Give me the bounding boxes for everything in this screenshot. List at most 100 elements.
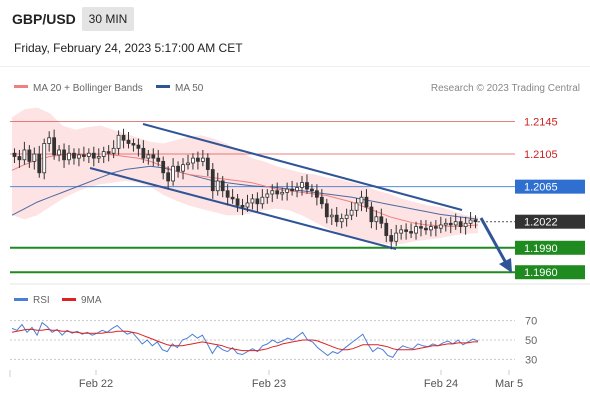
candle-body (468, 219, 473, 224)
candle-body (409, 231, 413, 234)
support-label: 1.1990 (524, 243, 558, 255)
forecast-arrow (479, 217, 512, 273)
channel-upper-line (142, 123, 463, 211)
candle-body (191, 157, 195, 164)
candle-body (275, 190, 280, 195)
main-legend: MA 20 + Bollinger Bands MA 50 Research ©… (14, 83, 580, 94)
candle-body (12, 152, 17, 157)
candle-body (364, 196, 369, 208)
candle-body (196, 157, 200, 162)
candle-body (151, 154, 156, 159)
candle-body (186, 162, 190, 166)
rsi-level-label: 70 (525, 316, 537, 328)
candle-body (141, 147, 146, 159)
candle-body (369, 206, 374, 223)
rsi-line (11, 321, 479, 359)
x-axis: Feb 22 Feb 23 Feb 24 Mar 5 (79, 370, 523, 390)
pivot-label: 1.2065 (524, 182, 558, 194)
candle-body (443, 222, 448, 226)
candle-body (72, 152, 76, 159)
candle-body (260, 196, 265, 205)
level-labels: 1.2145 1.2105 1.2065 1.2022 1.1990 1.1960 (515, 116, 585, 280)
rsi-level-label: 50 (525, 335, 537, 347)
symbol-title: GBP/USD (12, 11, 76, 27)
candlesticks (12, 128, 478, 250)
ma50-legend-label: MA 50 (175, 83, 204, 94)
candle-body (220, 180, 225, 192)
price-chart-svg: MA 20 + Bollinger Bands MA 50 Research ©… (9, 83, 590, 390)
ma50-line (11, 165, 479, 220)
current-price-label: 1.2022 (524, 217, 558, 229)
resistance-label: 1.2105 (524, 149, 558, 161)
candle-body (458, 221, 463, 227)
bollinger-band (12, 107, 478, 245)
candle-body (96, 156, 101, 159)
candle-body (62, 149, 66, 161)
candle-body (57, 149, 61, 156)
ma50-legend-swatch (156, 85, 170, 88)
x-axis-label: Mar 5 (495, 378, 523, 390)
candle-body (473, 219, 478, 223)
x-axis-label: Feb 22 (79, 378, 113, 390)
candle-body (379, 216, 384, 224)
candle-body (359, 196, 364, 204)
support-label-box (515, 265, 585, 280)
candle-body (354, 202, 359, 211)
candle-body (290, 188, 294, 192)
research-credit: Research © 2023 Trading Central (431, 83, 580, 94)
candle-body (438, 224, 443, 229)
candle-body (429, 226, 433, 231)
candle-body (334, 214, 339, 223)
candle-body (384, 222, 389, 236)
candle-body (225, 190, 230, 198)
timeframe-badge[interactable]: 30 MIN (82, 7, 134, 31)
candle-body (394, 232, 399, 242)
candle-body (324, 203, 329, 218)
candle-body (131, 143, 136, 146)
candle-body (344, 214, 349, 219)
current-price-label-box (515, 214, 585, 229)
rsi-ma-legend-swatch (62, 298, 76, 301)
candle-body (101, 151, 106, 157)
candle-body (404, 229, 409, 232)
candle-body (205, 157, 210, 170)
rsi-legend-label: RSI (33, 295, 50, 306)
candle-body (37, 153, 42, 174)
candle-body (349, 209, 354, 216)
candle-body (374, 216, 379, 223)
candle-body (329, 214, 334, 218)
rsi-ma-line (11, 328, 478, 352)
candle-body (166, 172, 171, 182)
ma20-legend-label: MA 20 + Bollinger Bands (33, 83, 143, 94)
forecast-arrow-shaft (479, 217, 508, 264)
x-axis-label: Feb 24 (424, 378, 458, 390)
candle-body (319, 196, 324, 205)
chart-datetime: Friday, February 24, 2023 5:17:00 AM CET (14, 41, 243, 55)
candle-body (86, 152, 91, 157)
candle-body (146, 154, 151, 159)
candle-body (171, 165, 176, 182)
candle-body (305, 182, 309, 190)
x-axis-label: Feb 23 (252, 378, 286, 390)
candle-body (414, 226, 418, 234)
candle-body (91, 152, 96, 159)
candle-body (300, 182, 304, 188)
candle-body (448, 222, 453, 226)
candle-body (424, 227, 428, 231)
candle-body (295, 187, 299, 192)
candle-body (240, 204, 245, 208)
candle-body (310, 188, 314, 192)
candle-body (111, 147, 116, 154)
forecast-arrowhead (499, 258, 512, 273)
candle-body (47, 137, 52, 144)
candle-body (270, 190, 275, 195)
candle-body (280, 191, 285, 195)
candle-body (17, 156, 22, 161)
chart-panel: MA 20 + Bollinger Bands MA 50 Research ©… (0, 66, 590, 401)
candle-body (245, 202, 250, 208)
candle-body (27, 149, 32, 162)
candle-body (32, 153, 37, 162)
candle-body (314, 190, 319, 198)
bollinger-fill (12, 107, 478, 245)
rsi-ma-legend-label: 9MA (81, 295, 102, 306)
